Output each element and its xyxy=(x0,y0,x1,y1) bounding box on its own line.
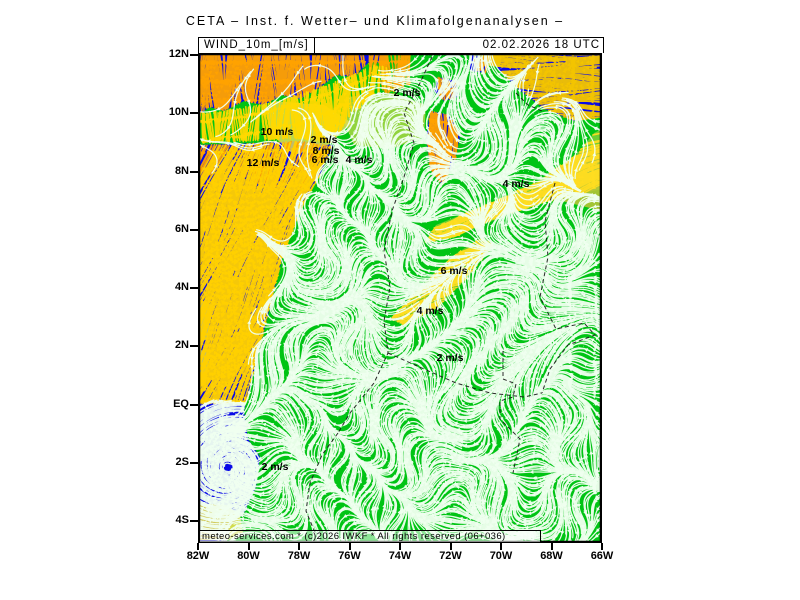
isotach-label: 2 m/s xyxy=(394,87,421,99)
lon-tick xyxy=(601,543,603,550)
isotach-label: 4 m/s xyxy=(417,305,444,317)
lat-tick-label: EQ xyxy=(173,397,189,410)
page-title: CETA – Inst. f. Wetter– und Klimafolgena… xyxy=(185,14,565,28)
lat-tick xyxy=(190,170,198,173)
lat-tick-label: 6N xyxy=(174,222,189,235)
lon-tick xyxy=(247,543,250,550)
lat-tick xyxy=(190,54,198,56)
datetime-label: 02.02.2026 18 UTC xyxy=(482,39,600,51)
lat-tick-label: 2N xyxy=(174,339,189,352)
lat-tick-label: 10N xyxy=(168,106,189,119)
lon-tick xyxy=(500,543,502,550)
lon-tick xyxy=(298,543,300,550)
lon-tick-label: 68W xyxy=(540,550,563,562)
isotach-label: 2 m/s xyxy=(311,134,338,146)
lon-tick-label: 76W xyxy=(338,550,361,562)
lat-tick-label: 4N xyxy=(174,281,189,293)
lat-tick xyxy=(190,228,198,231)
isotach-label: 2 m/s xyxy=(437,352,464,364)
lat-tick xyxy=(190,403,198,406)
lon-tick-label: 80W xyxy=(237,550,260,562)
lon-tick-label: 72W xyxy=(439,550,462,562)
isotach-label: 12 m/s xyxy=(247,157,280,169)
streamline-canvas: 10 m/s2 m/s8 m/s6 m/s 4 m/s12 m/s2 m/s4 m… xyxy=(198,53,602,543)
lat-tick-label: 4S xyxy=(175,514,189,526)
lon-tick-label: 78W xyxy=(287,550,311,562)
lon-tick-label: 70W xyxy=(489,550,513,562)
lon-tick xyxy=(399,543,401,550)
map-header-bar: WIND_10m_[m/s] 02.02.2026 18 UTC xyxy=(198,37,604,53)
isotach-label: 10 m/s xyxy=(261,126,294,138)
lon-tick xyxy=(449,543,452,550)
lon-tick xyxy=(197,543,199,550)
lon-tick-label: 82W xyxy=(186,550,210,562)
lon-tick xyxy=(550,543,553,550)
lat-tick-label: 2S xyxy=(175,455,189,468)
isotach-label: 6 m/s xyxy=(441,265,468,277)
wind-map: meteo-services.com * (c)2026 IWKF * All … xyxy=(198,53,602,543)
isotach-label: 4 m/s xyxy=(503,178,530,190)
isotach-label: 4 m/s xyxy=(346,154,373,166)
lat-tick xyxy=(190,461,198,464)
isotach-label: 2 m/s xyxy=(262,461,289,473)
variable-label: WIND_10m_[m/s] xyxy=(199,38,315,53)
lon-tick xyxy=(348,543,351,550)
isotach-label: 6 m/s xyxy=(312,154,339,166)
isotach-label: 8 m/s xyxy=(313,145,340,157)
lon-tick-label: 66W xyxy=(590,550,614,562)
lat-tick xyxy=(190,520,198,522)
lat-tick xyxy=(190,112,198,115)
lat-tick xyxy=(190,287,198,289)
lat-tick-label: 8N xyxy=(174,164,189,177)
lat-tick xyxy=(190,345,198,348)
copyright-bar: meteo-services.com * (c)2026 IWKF * All … xyxy=(199,530,541,543)
lat-tick-label: 12N xyxy=(168,48,189,60)
lon-tick-label: 74W xyxy=(388,550,412,562)
